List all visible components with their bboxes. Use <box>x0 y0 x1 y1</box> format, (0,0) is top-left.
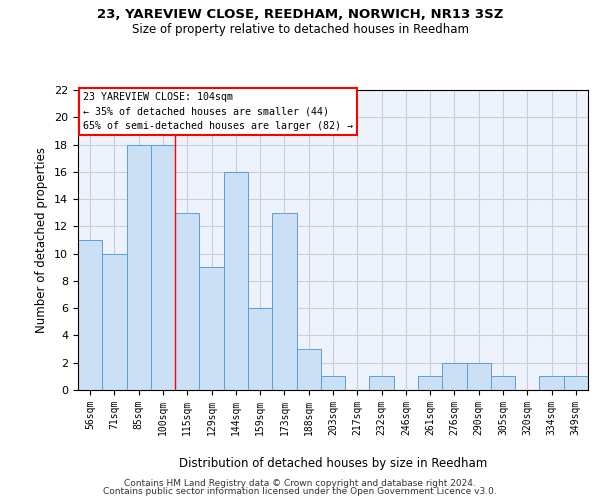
Bar <box>175 212 199 390</box>
Bar <box>564 376 588 390</box>
Bar <box>151 144 175 390</box>
Bar <box>248 308 272 390</box>
Bar <box>418 376 442 390</box>
Bar <box>78 240 102 390</box>
Bar <box>442 362 467 390</box>
Bar <box>127 144 151 390</box>
Text: Contains HM Land Registry data © Crown copyright and database right 2024.: Contains HM Land Registry data © Crown c… <box>124 478 476 488</box>
Text: Size of property relative to detached houses in Reedham: Size of property relative to detached ho… <box>131 22 469 36</box>
Text: Distribution of detached houses by size in Reedham: Distribution of detached houses by size … <box>179 458 487 470</box>
Bar <box>467 362 491 390</box>
Y-axis label: Number of detached properties: Number of detached properties <box>35 147 49 333</box>
Bar <box>370 376 394 390</box>
Bar <box>321 376 345 390</box>
Bar <box>491 376 515 390</box>
Bar <box>296 349 321 390</box>
Text: 23, YAREVIEW CLOSE, REEDHAM, NORWICH, NR13 3SZ: 23, YAREVIEW CLOSE, REEDHAM, NORWICH, NR… <box>97 8 503 20</box>
Bar <box>272 212 296 390</box>
Bar <box>224 172 248 390</box>
Bar <box>102 254 127 390</box>
Bar <box>539 376 564 390</box>
Text: 23 YAREVIEW CLOSE: 104sqm
← 35% of detached houses are smaller (44)
65% of semi-: 23 YAREVIEW CLOSE: 104sqm ← 35% of detac… <box>83 92 353 131</box>
Text: Contains public sector information licensed under the Open Government Licence v3: Contains public sector information licen… <box>103 487 497 496</box>
Bar <box>199 268 224 390</box>
